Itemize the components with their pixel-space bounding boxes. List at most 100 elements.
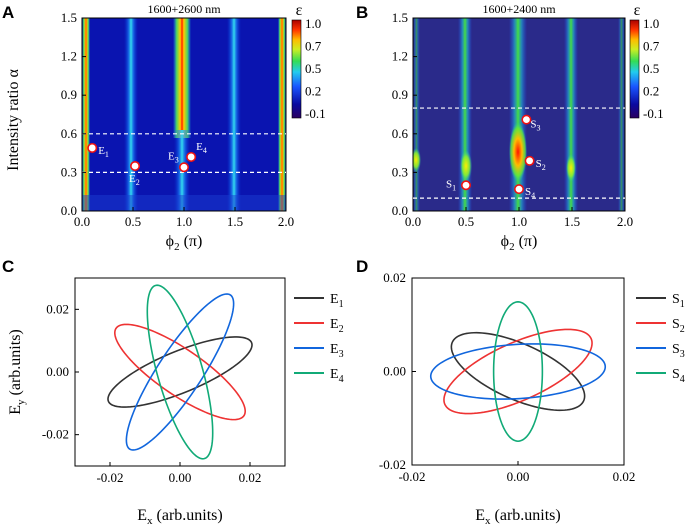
panel-a-ytick-label: 1.2: [61, 49, 77, 64]
panel-a-ylabel: Intensity ratio α: [5, 69, 22, 171]
panel-d-legend-label-s2: S2: [672, 317, 685, 335]
panel-a-xtick-label: 2.0: [278, 214, 294, 229]
panel-a-ytick-label: 0.0: [61, 203, 77, 218]
panel-b-marker-s4: [513, 184, 524, 195]
panel-d-ytick-label: 0.00: [383, 364, 406, 379]
panel-a-marker-label: E4: [196, 141, 207, 155]
panel-d-legend-label-s3: S3: [672, 342, 685, 360]
panel-a-label: A: [2, 3, 14, 22]
panel-b-ytick-label: 1.2: [392, 49, 408, 64]
panel-d-xlabel: Ex (arb.units): [475, 507, 560, 527]
panel-a-colorbar: [291, 19, 302, 119]
panel-a-colorbar-tick: 0.5: [305, 61, 321, 76]
panel-c-xtick-label: 0.00: [169, 470, 192, 485]
panel-b-colorbar-tick: 0.7: [643, 39, 660, 54]
panel-d-xtick-label: 0.00: [507, 469, 530, 484]
panel-c-legend-label-e4: E4: [330, 367, 344, 385]
panel-b-ytick-label: 0.0: [392, 203, 408, 218]
panel-b-marker-s2: [524, 155, 535, 166]
panel-d-legend-label-s4: S4: [672, 367, 685, 385]
panel-b-title: 1600+2400 nm: [482, 2, 556, 16]
panel-a-marker-e3: [179, 162, 190, 173]
panel-a-marker-label: E2: [129, 173, 140, 187]
panel-a-ytick-label: 0.6: [61, 126, 78, 141]
panel-b-xtick-label: 1.0: [511, 214, 527, 229]
panel-d: D -0.02 0.00 0.02 0.02 0.00 -0.02 S1 S2 S3 S4 Ex…: [356, 257, 685, 527]
panel-b-xtick-label: 0.0: [405, 214, 421, 229]
panel-c-plot-area: [74, 277, 286, 467]
panel-a-marker-e1: [87, 142, 98, 153]
panel-c-ytick-label: -0.02: [42, 427, 69, 442]
panel-b-xlabel: ϕ2 (π): [501, 233, 538, 253]
panel-d-label: D: [356, 257, 368, 276]
panel-b-ytick-label: 0.6: [392, 126, 409, 141]
panel-c-xtick-label: -0.02: [96, 470, 123, 485]
panel-a-ytick-label: 0.3: [61, 164, 77, 179]
panel-c-legend-label-e1: E1: [330, 292, 344, 310]
panel-b-colorbar-tick: 0.2: [643, 84, 659, 99]
panel-b-marker-s3: [521, 114, 532, 125]
panel-d-curve-s3: [429, 343, 607, 400]
panel-d-xtick-label: -0.02: [398, 469, 425, 484]
panel-c-ytick-label: 0.00: [46, 364, 69, 379]
panel-c-curve-e4: [146, 284, 214, 460]
panel-a-colorbar-tick: 0.2: [305, 84, 321, 99]
panel-d-curve-s1: [450, 331, 586, 412]
panel-b-marker-label: S3: [530, 119, 540, 133]
panel-b-colorbar: [629, 19, 640, 119]
panel-a-colorbar-label: ε: [296, 2, 303, 19]
panel-b-xtick-label: 1.5: [564, 214, 580, 229]
panel-b-colorbar-tick: 1.0: [643, 16, 659, 31]
panel-b: B 1600+2400 nm S1 S2 S3 S4 0.0 0.5 1.0 1.5 2.0 0…: [356, 2, 664, 253]
panel-a-xtick-label: 0.0: [74, 214, 90, 229]
panel-b-ytick-label: 0.3: [392, 164, 408, 179]
panel-d-xtick-label: 0.02: [613, 469, 636, 484]
panel-c-xlabel: Ex (arb.units): [137, 507, 222, 527]
panel-b-colorbar-tick: 0.5: [643, 61, 659, 76]
panel-a-colorbar-tick: 0.7: [305, 39, 322, 54]
panel-a-marker-e4: [186, 151, 197, 162]
panel-a-heatmap: [82, 18, 286, 211]
panel-a-marker-label: E3: [168, 150, 179, 164]
panel-a-xtick-label: 1.5: [227, 214, 243, 229]
panel-c-legend-label-e2: E2: [330, 317, 344, 335]
panel-c-ylabel: Ey (arb.units): [7, 329, 27, 414]
panel-a-xlabel: ϕ2 (π): [166, 233, 203, 253]
panel-c-curve-e2: [114, 323, 246, 421]
panel-b-xtick-label: 2.0: [617, 214, 633, 229]
panel-b-label: B: [356, 3, 368, 22]
panel-d-ytick-label: 0.02: [383, 270, 406, 285]
panel-c: C -0.02 0.00 0.02 0.02 0.00 -0.02 E1 E2 E3 E4 Ey…: [2, 257, 344, 527]
panel-d-legend-label-s1: S1: [672, 292, 685, 310]
panel-c-ytick-label: 0.02: [46, 301, 69, 316]
panel-d-curve-s4: [492, 301, 544, 442]
panel-b-xtick-label: 0.5: [458, 214, 474, 229]
panel-b-marker-label: S1: [446, 178, 456, 192]
panel-a-marker-label: E1: [98, 145, 109, 159]
panel-a-marker-e2: [130, 160, 141, 171]
panel-a-xtick-label: 0.5: [125, 214, 141, 229]
panel-d-ytick-label: -0.02: [379, 457, 406, 472]
panel-c-curve-e1: [107, 336, 253, 408]
panel-b-marker-s1: [460, 180, 471, 191]
panel-b-colorbar-tick: -0.1: [643, 106, 664, 121]
panel-d-plot-area: [411, 277, 625, 466]
panel-a-xtick-label: 1.0: [176, 214, 192, 229]
panel-a-ytick-label: 0.9: [61, 87, 77, 102]
panel-c-xtick-label: 0.02: [239, 470, 262, 485]
panel-c-legend-label-e3: E3: [330, 342, 344, 360]
panel-b-ytick-label: 1.5: [392, 10, 408, 25]
panel-b-colorbar-label: ε: [634, 2, 641, 19]
panel-b-marker-label: S4: [525, 186, 535, 200]
panel-b-heatmap: [413, 18, 625, 211]
panel-a-colorbar-tick: 1.0: [305, 16, 321, 31]
panel-a-colorbar-tick: -0.1: [305, 106, 326, 121]
panel-c-label: C: [2, 257, 14, 276]
panel-a-title: 1600+2600 nm: [147, 2, 221, 16]
panel-a: A 1600+2600 nm E1 E2 E3 E4 0.0 0.5 1.0 1.5 2.0 0…: [2, 2, 326, 253]
panel-b-ytick-label: 0.9: [392, 87, 408, 102]
panel-b-marker-label: S2: [536, 158, 546, 172]
panel-d-curve-s2: [443, 328, 593, 415]
panel-a-ytick-label: 1.5: [61, 10, 77, 25]
